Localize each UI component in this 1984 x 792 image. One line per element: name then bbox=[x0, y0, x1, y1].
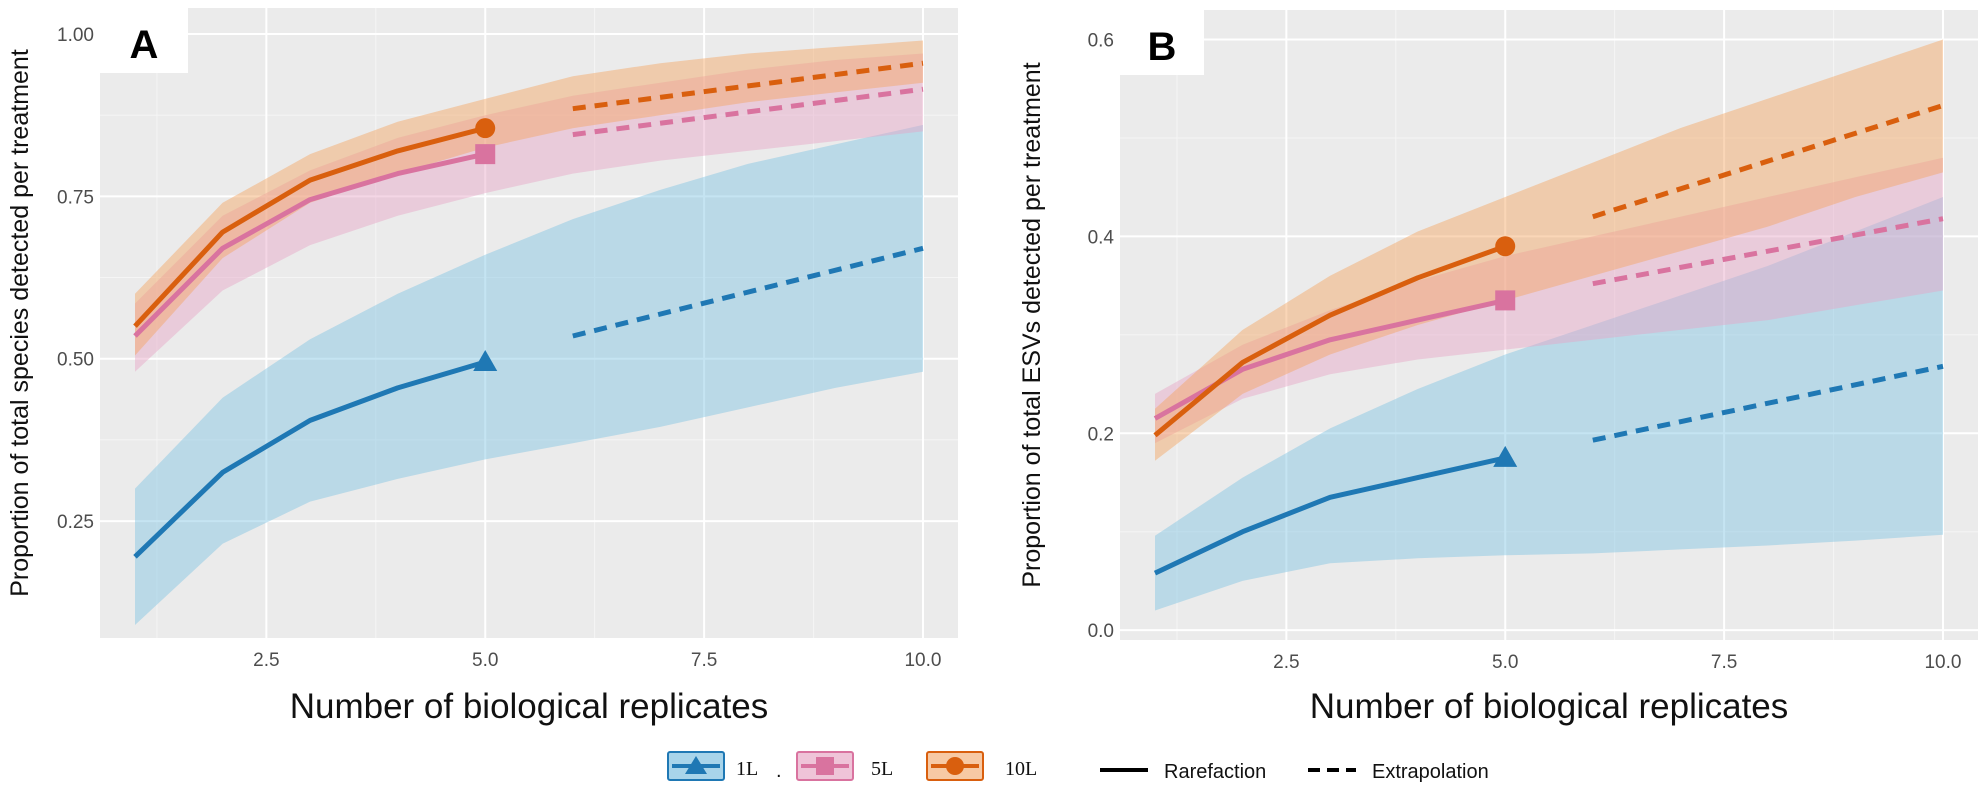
legend-key-1l-marker bbox=[685, 756, 707, 774]
band-5l bbox=[1155, 157, 1943, 444]
x-tick-label: 2.5 bbox=[1273, 652, 1299, 673]
series-markers bbox=[1493, 236, 1518, 467]
extrapolation-line-5l bbox=[572, 86, 924, 138]
marker-1l bbox=[473, 349, 498, 371]
y-axis-label: Proportion of total species detected per… bbox=[6, 49, 34, 597]
plot-background bbox=[1120, 10, 1978, 640]
y-tick-label: 1.00 bbox=[57, 25, 94, 46]
legend-key-extrapolation: Extrapolation bbox=[1308, 761, 1489, 783]
y-tick-label: 0.4 bbox=[1088, 227, 1115, 248]
extrapolation-line-1l bbox=[572, 245, 924, 339]
legend-key-5l-marker bbox=[816, 757, 834, 775]
x-tick-label: 7.5 bbox=[691, 650, 717, 671]
legend-label-1l: 1L bbox=[736, 758, 758, 780]
series-lines bbox=[133, 60, 924, 559]
band-5l bbox=[135, 53, 923, 372]
x-tick-labels: 2.5 5.0 7.5 10.0 bbox=[1273, 652, 1961, 673]
panel-letter-box bbox=[1120, 10, 1204, 75]
grid-lines bbox=[100, 8, 958, 638]
legend-key-10l-marker bbox=[946, 757, 964, 775]
y-tick-label: 0.2 bbox=[1088, 424, 1114, 445]
x-axis-label: Number of biological replicates bbox=[290, 687, 769, 726]
band-1l bbox=[1155, 197, 1943, 611]
x-tick-label: 10.0 bbox=[904, 650, 941, 671]
legend-key-rarefaction: Rarefaction bbox=[1100, 761, 1266, 783]
rarefaction-line-1l bbox=[133, 359, 486, 559]
y-tick-label: 0.50 bbox=[57, 350, 94, 371]
legend-key-1l: 1L bbox=[667, 751, 758, 781]
rarefaction-line-1l bbox=[1153, 455, 1506, 576]
x-tick-labels: 2.5 5.0 7.5 10.0 bbox=[253, 650, 941, 671]
band-1l bbox=[135, 124, 923, 626]
legend-label-5l: 5L bbox=[871, 758, 893, 780]
confidence-bands bbox=[1155, 39, 1943, 611]
y-tick-label: 0.0 bbox=[1088, 621, 1114, 642]
extrapolation-line-10l bbox=[572, 60, 924, 112]
legend-key-5l: 5L bbox=[796, 751, 893, 781]
x-tick-label: 10.0 bbox=[1924, 652, 1961, 673]
y-tick-labels: 0.25 0.50 0.75 1.00 bbox=[57, 25, 94, 533]
extrapolation-line-10l bbox=[1592, 103, 1944, 220]
x-tick-label: 5.0 bbox=[1492, 652, 1518, 673]
panel-a: 2.5 5.0 7.5 10.0 0.25 0.50 0.75 1.00 A Number … bbox=[6, 8, 958, 726]
extrapolation-line-1l bbox=[1592, 363, 1944, 443]
grid-lines bbox=[1120, 10, 1978, 640]
rarefaction-line-10l bbox=[1153, 243, 1507, 438]
legend-separator: . bbox=[776, 760, 782, 782]
x-tick-label: 7.5 bbox=[1711, 652, 1737, 673]
legend-label-extrapolation: Extrapolation bbox=[1372, 761, 1489, 783]
y-tick-labels: 0.0 0.2 0.4 0.6 bbox=[1088, 31, 1115, 643]
band-10l bbox=[1155, 39, 1943, 461]
y-axis-label: Proportion of total ESVs detected per tr… bbox=[1018, 62, 1046, 587]
rarefaction-line-5l bbox=[133, 151, 486, 338]
y-tick-label: 0.25 bbox=[57, 512, 94, 533]
marker-1l bbox=[1493, 445, 1518, 467]
x-tick-label: 2.5 bbox=[253, 650, 279, 671]
legend: 1L . 5L 10L Rarefaction Extrapolation bbox=[667, 751, 1489, 783]
marker-10l bbox=[475, 118, 496, 139]
legend-label-rarefaction: Rarefaction bbox=[1164, 761, 1266, 783]
series-markers bbox=[473, 118, 498, 371]
rarefaction-line-10l bbox=[133, 125, 486, 328]
marker-5l bbox=[475, 144, 496, 165]
y-tick-label: 0.6 bbox=[1088, 31, 1114, 52]
x-axis-label: Number of biological replicates bbox=[1310, 687, 1789, 726]
panel-letter: A bbox=[130, 23, 159, 67]
marker-5l bbox=[1495, 290, 1516, 311]
panel-b: 2.5 5.0 7.5 10.0 0.0 0.2 0.4 0.6 B Number of b… bbox=[1018, 10, 1978, 726]
y-tick-label: 0.75 bbox=[57, 187, 94, 208]
extrapolation-line-5l bbox=[1592, 216, 1944, 287]
x-tick-label: 5.0 bbox=[472, 650, 498, 671]
panel-letter-box bbox=[100, 8, 188, 73]
plot-background bbox=[100, 8, 958, 638]
marker-10l bbox=[1495, 236, 1516, 257]
legend-key-10l: 10L bbox=[926, 751, 1037, 781]
panel-letter: B bbox=[1148, 25, 1177, 69]
legend-label-10l: 10L bbox=[1005, 758, 1037, 780]
series-lines bbox=[1153, 103, 1944, 576]
